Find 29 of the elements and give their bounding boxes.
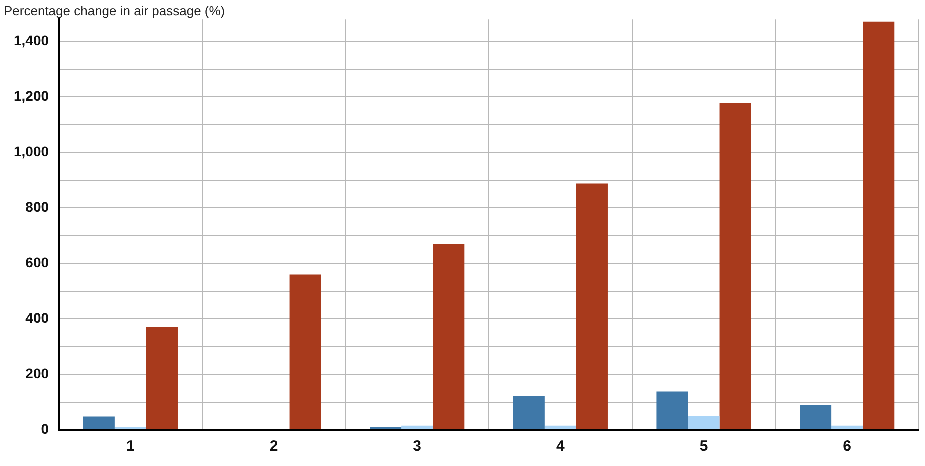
bar: [656, 392, 688, 430]
y-tick-label: 800: [26, 199, 50, 216]
x-tick-label: 3: [413, 438, 422, 456]
y-tick-label: 1,000: [14, 144, 50, 160]
bar: [863, 22, 895, 430]
y-axis-title: Percentage change in air passage (%): [4, 3, 226, 18]
bar: [83, 416, 115, 430]
bar: [402, 426, 434, 430]
y-tick-label: 0: [41, 420, 50, 437]
y-tick-label: 600: [26, 254, 50, 270]
bar: [433, 244, 465, 430]
bar: [576, 184, 608, 430]
x-tick-label: 1: [126, 438, 135, 456]
x-tick-label: 2: [270, 438, 278, 456]
x-tick-label: 6: [843, 438, 852, 456]
bar: [832, 426, 864, 430]
bar: [800, 405, 832, 430]
bar: [146, 327, 178, 430]
y-tick-label: 200: [26, 365, 50, 382]
x-tick-label: 4: [556, 438, 566, 456]
y-tick-label: 1,200: [14, 88, 50, 104]
bar: [720, 103, 752, 430]
bar: [544, 426, 576, 430]
y-tick-label: 400: [26, 310, 50, 326]
bar: [688, 416, 720, 430]
y-tick-label: 1,400: [14, 32, 50, 49]
bar: [513, 396, 545, 430]
bar: [290, 274, 322, 430]
x-tick-label: 5: [700, 438, 708, 456]
